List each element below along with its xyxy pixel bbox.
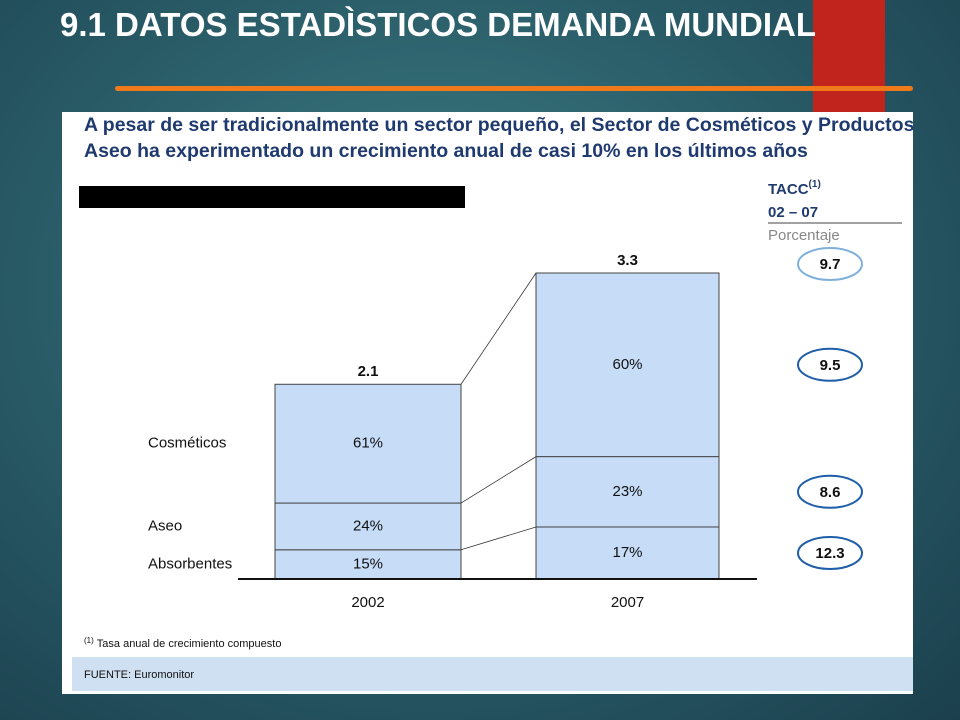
bar-segment	[535, 272, 720, 458]
cagr-period: 02 – 07	[768, 204, 818, 221]
connector	[460, 272, 537, 385]
cagr-unit: Porcentaje	[768, 227, 840, 244]
cagr-marker	[797, 247, 863, 281]
legend-label: Aseo	[148, 517, 182, 534]
total-label: 3.3	[617, 252, 638, 269]
cagr-label: 9.5	[820, 357, 841, 374]
value-label: 15%	[353, 555, 383, 572]
value-label: 24%	[353, 517, 383, 534]
connector	[460, 456, 537, 504]
cagr-marker	[797, 347, 863, 382]
value-label: 23%	[612, 483, 642, 500]
legend-label: Absorbentes	[148, 555, 232, 572]
cagr-marker	[797, 474, 863, 509]
chart-panel: A pesar de ser tradicionalmente un secto…	[62, 112, 913, 694]
accent-line	[115, 86, 913, 91]
chart-title: A pesar de ser tradicionalmente un secto…	[84, 114, 913, 162]
connector	[460, 526, 537, 551]
value-label: 60%	[612, 356, 642, 373]
source-band	[72, 657, 913, 691]
footnote-text: Tasa anual de crecimiento compuesto	[97, 638, 282, 650]
footnote-mark: (1)	[84, 636, 94, 645]
accent-block	[813, 0, 885, 115]
total-label: 2.1	[358, 363, 379, 380]
value-label: 17%	[612, 544, 642, 561]
bar-segment	[274, 549, 462, 580]
x-tick-label: 2007	[611, 594, 644, 611]
slide-title: 9.1 DATOS ESTADÌSTICOS DEMANDA MUNDIAL	[60, 6, 816, 43]
chart: 15% 24% 61% 2.1 2002 17% 23% 60% 3.3 2007 Cosmétic…	[72, 179, 913, 691]
cagr-title-text: TACC	[768, 181, 809, 198]
value-label: 61%	[353, 435, 383, 452]
cagr-label: 8.6	[820, 484, 841, 501]
redaction	[79, 186, 465, 208]
cagr-note-mark: (1)	[809, 179, 821, 190]
bar-segment	[274, 383, 462, 504]
cagr-label: 12.3	[815, 545, 844, 562]
x-tick-label: 2002	[351, 594, 384, 611]
cagr-label: 9.7	[820, 256, 841, 273]
cagr-title: TACC(1)	[768, 179, 821, 198]
source: FUENTE: Euromonitor	[84, 669, 194, 681]
bar-segment	[274, 502, 462, 551]
legend-label: Cosméticos	[148, 435, 226, 452]
cagr-marker	[797, 535, 863, 570]
footnote: (1) Tasa anual de crecimiento compuesto	[84, 636, 281, 650]
